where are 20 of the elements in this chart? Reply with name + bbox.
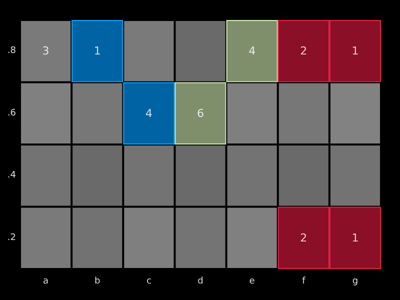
x-tick-label: d	[198, 276, 204, 286]
data-label: 4	[248, 44, 256, 58]
y-tick-label: .8	[7, 46, 16, 56]
x-tick-label: f	[302, 276, 306, 286]
data-label: 1	[94, 44, 101, 58]
x-tick-label: a	[43, 276, 49, 286]
y-tick-label: .2	[7, 232, 16, 243]
y-tick-label: .6	[7, 108, 16, 118]
x-tick-label: g	[352, 276, 358, 286]
data-label: 4	[145, 106, 152, 120]
data-label: 1	[352, 231, 359, 244]
data-label: 1	[352, 44, 359, 58]
data-label: 3	[42, 44, 50, 58]
y-tick-label: .4	[7, 170, 16, 181]
data-label: 2	[300, 44, 308, 58]
x-tick-label: b	[94, 276, 100, 286]
x-tick-label: e	[249, 276, 256, 286]
x-tick-label: c	[146, 276, 152, 286]
data-label: 6	[197, 106, 204, 120]
data-label: 2	[300, 231, 308, 244]
